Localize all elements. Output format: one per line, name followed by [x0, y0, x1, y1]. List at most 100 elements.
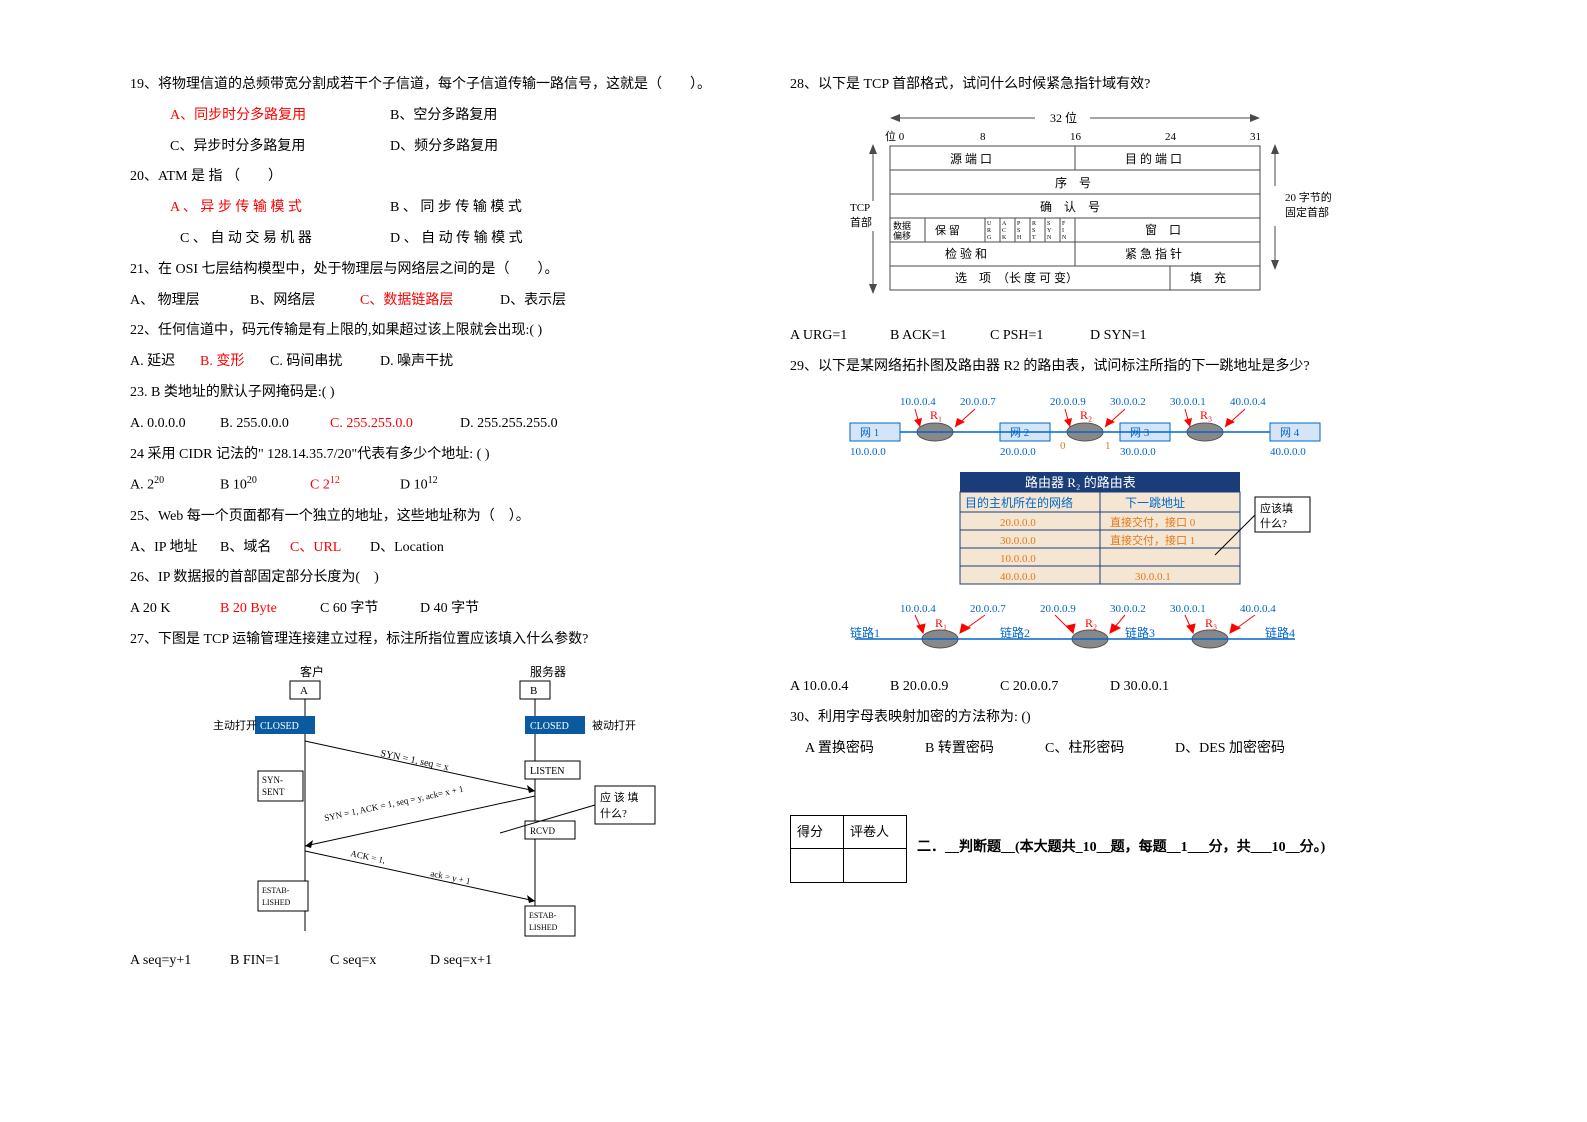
- q24-stem: 24 采用 CIDR 记法的" 128.14.35.7/20"代表有多少个地址:…: [130, 440, 730, 471]
- svg-text:路由器 R₂ 的路由表: 路由器 R₂ 的路由表: [1025, 475, 1136, 490]
- svg-text:8: 8: [980, 131, 986, 143]
- svg-text:1: 1: [1105, 440, 1111, 452]
- svg-text:K: K: [1002, 235, 1007, 241]
- q22-b: B. 变形: [200, 347, 270, 378]
- q26-c: C 60 字节: [320, 594, 420, 625]
- svg-text:应该填: 应该填: [1260, 501, 1293, 515]
- svg-text:链路1: 链路1: [850, 625, 880, 640]
- q19-d: D、频分多路复用: [390, 132, 498, 163]
- svg-text:SYN = 1, ACK = 1, seq = y, ack: SYN = 1, ACK = 1, seq = y, ack= x + 1: [323, 783, 464, 822]
- score-section: 得分评卷人 二．__判断题__(本大题共_10__题，每题__1___分，共__…: [790, 815, 1325, 883]
- svg-text:30.0.0.1: 30.0.0.1: [1135, 571, 1171, 583]
- svg-text:10.0.0.0: 10.0.0.0: [850, 446, 886, 458]
- svg-text:20.0.0.7: 20.0.0.7: [960, 396, 996, 408]
- svg-text:网 4: 网 4: [1280, 427, 1300, 439]
- svg-text:被动打开: 被动打开: [592, 718, 636, 732]
- q27-d: D seq=x+1: [430, 946, 492, 977]
- svg-text:N: N: [1062, 235, 1067, 241]
- q30-a: A 置换密码: [805, 734, 925, 765]
- svg-text:固定首部: 固定首部: [1285, 205, 1329, 219]
- svg-text:R₁: R₁: [930, 408, 942, 422]
- svg-text:TCP: TCP: [850, 202, 870, 214]
- svg-text:20.0.0.0: 20.0.0.0: [1000, 446, 1036, 458]
- svg-text:I: I: [1062, 228, 1064, 234]
- q27-a: A seq=y+1: [130, 946, 230, 977]
- svg-text:10.0.0.4: 10.0.0.4: [900, 396, 936, 408]
- svg-text:SYN = 1, seq = x: SYN = 1, seq = x: [379, 748, 449, 773]
- q29-stem: 29、以下是某网络拓扑图及路由器 R2 的路由表，试问标注所指的下一跳地址是多少…: [790, 352, 1390, 383]
- score-table: 得分评卷人: [790, 815, 907, 883]
- q30-d: D、DES 加密密码: [1175, 734, 1285, 765]
- q23-stem: 23. B 类地址的默认子网掩码是:( ): [130, 378, 730, 409]
- svg-text:20.0.0.0: 20.0.0.0: [1000, 517, 1036, 529]
- q19-b: B、空分多路复用: [390, 101, 497, 132]
- svg-text:偏移: 偏移: [893, 230, 911, 241]
- svg-text:Y: Y: [1047, 228, 1052, 234]
- q22-a: A. 延迟: [130, 347, 200, 378]
- svg-text:客户: 客户: [300, 664, 324, 679]
- q30-b: B 转置密码: [925, 734, 1045, 765]
- svg-text:40.0.0.0: 40.0.0.0: [1270, 446, 1306, 458]
- svg-text:R: R: [987, 228, 991, 234]
- score-h1: 得分: [791, 815, 844, 849]
- svg-text:网 1: 网 1: [860, 427, 879, 439]
- svg-text:目 的 端 口: 目 的 端 口: [1125, 151, 1182, 166]
- q26-d: D 40 字节: [420, 594, 479, 625]
- svg-text:ACK = 1,: ACK = 1,: [350, 848, 387, 865]
- q26-b: B 20 Byte: [220, 594, 320, 625]
- svg-text:20.0.0.9: 20.0.0.9: [1050, 396, 1086, 408]
- q20-d: D 、 自 动 传 输 模 式: [390, 224, 523, 255]
- svg-text:ESTAB-: ESTAB-: [262, 886, 290, 895]
- svg-text:10.0.0.4: 10.0.0.4: [900, 603, 936, 615]
- score-h2: 评卷人: [844, 815, 907, 849]
- q23-a: A. 0.0.0.0: [130, 409, 220, 440]
- svg-text:H: H: [1017, 235, 1022, 241]
- svg-text:R: R: [1032, 221, 1036, 227]
- svg-text:LISTEN: LISTEN: [530, 766, 564, 777]
- svg-text:32 位: 32 位: [1050, 110, 1077, 125]
- svg-text:RCVD: RCVD: [530, 826, 556, 836]
- q21-stem: 21、在 OSI 七层结构模型中，处于物理层与网络层之间的是（ ）。: [130, 255, 730, 286]
- svg-text:R₁: R₁: [935, 616, 947, 630]
- svg-text:数据: 数据: [893, 220, 911, 231]
- q27-c: C seq=x: [330, 946, 430, 977]
- svg-text:30.0.0.0: 30.0.0.0: [1120, 446, 1156, 458]
- q20-b: B 、 同 步 传 输 模 式: [390, 193, 522, 224]
- svg-text:0: 0: [1060, 440, 1066, 452]
- q21-b: B、网络层: [250, 286, 360, 317]
- q19-stem: 19、将物理信道的总频带宽分割成若干个子信道，每个子信道传输一路信号，这就是（ …: [130, 70, 730, 101]
- q25-stem: 25、Web 每一个页面都有一个独立的地址，这些地址称为（ ）。: [130, 502, 730, 533]
- svg-text:应 该 填: 应 该 填: [600, 790, 639, 804]
- q24-b: B 1020: [220, 470, 310, 501]
- svg-text:链路2: 链路2: [1000, 625, 1030, 640]
- topology-diagram: 10.0.0.4 20.0.0.7 20.0.0.9 30.0.0.2 30.0…: [790, 387, 1390, 667]
- svg-text:R₃: R₃: [1200, 408, 1212, 422]
- svg-text:C: C: [1002, 228, 1006, 234]
- svg-text:A: A: [300, 685, 308, 697]
- svg-text:R₂: R₂: [1080, 408, 1092, 422]
- svg-text:ack = y + 1: ack = y + 1: [430, 868, 472, 886]
- svg-text:首部: 首部: [850, 215, 872, 229]
- svg-text:什么?: 什么?: [600, 807, 627, 820]
- q22-d: D. 噪声干扰: [380, 347, 453, 378]
- svg-text:R₂: R₂: [1085, 616, 1097, 630]
- q24-a: A. 220: [130, 470, 220, 501]
- q28-stem: 28、以下是 TCP 首部格式，试问什么时候紧急指针域有效?: [790, 70, 1390, 101]
- q30-stem: 30、利用字母表映射加密的方法称为: (): [790, 703, 1390, 734]
- svg-text:16: 16: [1070, 131, 1082, 143]
- svg-text:20.0.0.9: 20.0.0.9: [1040, 603, 1076, 615]
- q29-b: B 20.0.0.9: [890, 672, 1000, 703]
- svg-text:31: 31: [1250, 131, 1261, 143]
- svg-text:目的主机所在的网络: 目的主机所在的网络: [965, 495, 1073, 510]
- handshake-diagram: 客户 服务器 A B CLOSED CLOSED 主动打开 被动打开 LISTE…: [130, 661, 730, 941]
- q21-a: A、 物理层: [130, 286, 250, 317]
- svg-text:40.0.0.0: 40.0.0.0: [1000, 571, 1036, 583]
- svg-text:窗 口: 窗 口: [1145, 223, 1181, 237]
- q21-d: D、表示层: [500, 286, 566, 317]
- q25-a: A、IP 地址: [130, 533, 220, 564]
- svg-text:直接交付，接口 1: 直接交付，接口 1: [1110, 533, 1195, 547]
- svg-text:网 2: 网 2: [1010, 427, 1029, 439]
- svg-text:网 3: 网 3: [1130, 427, 1150, 439]
- svg-text:确 认 号: 确 认 号: [1040, 200, 1100, 214]
- svg-text:20.0.0.7: 20.0.0.7: [970, 603, 1006, 615]
